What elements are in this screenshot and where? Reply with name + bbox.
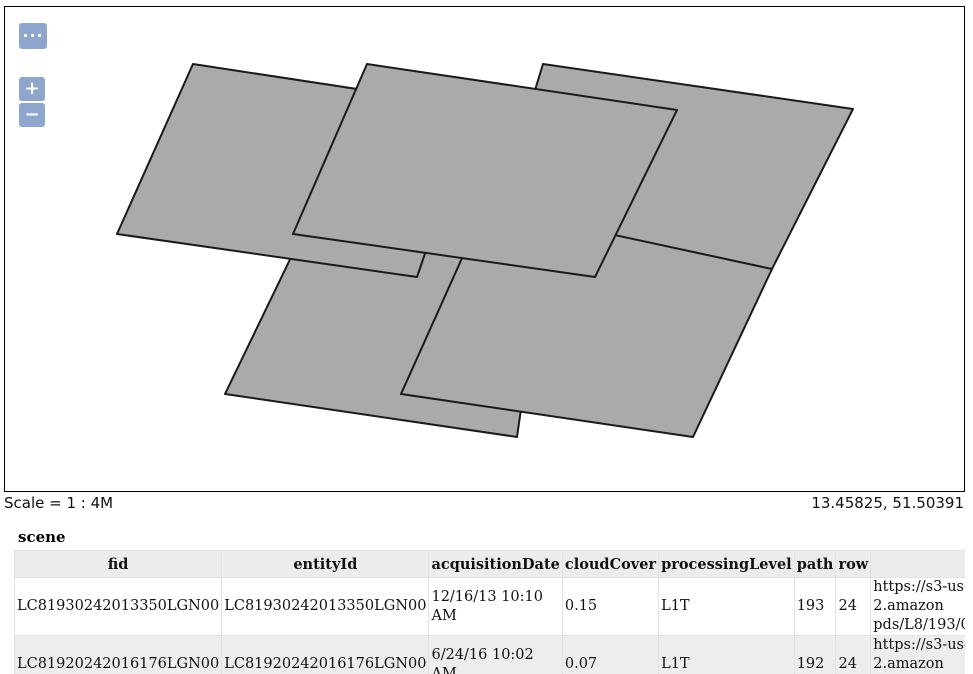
scene-footprint-bottom-right[interactable] [400, 206, 773, 438]
cell-fid: LC81920242016176LGN00 [14, 635, 223, 674]
cell-row: 24 [835, 577, 872, 636]
table-row[interactable]: LC81920242016176LGN00 LC81920242016176LG… [14, 635, 965, 674]
column-header-path[interactable]: path [793, 550, 837, 578]
zoom-out-button[interactable]: − [19, 103, 45, 127]
ellipsis-icon: ··· [22, 26, 44, 45]
attribute-table-container[interactable]: fid entityId acquisitionDate cloudCover … [14, 550, 965, 674]
cell-scenedownload[interactable]: https://s3-us-west-2.amazon pds/L8/192/0… [870, 635, 965, 674]
cell-processinglevel: L1T [658, 577, 795, 636]
cell-acquisitiondate: 12/16/13 10:10 AM [428, 577, 563, 636]
column-header-processinglevel[interactable]: processingLevel [658, 550, 795, 578]
cell-scenedownload[interactable]: https://s3-us-west-2.amazon pds/L8/193/0… [870, 577, 965, 636]
plus-icon: + [24, 78, 40, 99]
column-header-scenedownload[interactable]: sceneDo [870, 550, 965, 578]
map-canvas[interactable] [5, 7, 965, 492]
column-header-fid[interactable]: fid [14, 550, 223, 578]
cell-acquisitiondate: 6/24/16 10:02 AM [428, 635, 563, 674]
map-view[interactable]: ··· + − [4, 6, 965, 492]
column-header-entityid[interactable]: entityId [221, 550, 430, 578]
scale-readout: Scale = 1 : 4M [4, 494, 114, 512]
column-header-row[interactable]: row [835, 550, 872, 578]
cell-cloudcover: 0.07 [561, 635, 660, 674]
cell-cloudcover: 0.15 [561, 577, 660, 636]
cell-processinglevel: L1T [658, 635, 795, 674]
minus-icon: − [24, 104, 40, 125]
column-header-acquisitiondate[interactable]: acquisitionDate [428, 550, 563, 578]
map-menu-button[interactable]: ··· [19, 23, 47, 49]
table-header-row: fid entityId acquisitionDate cloudCover … [14, 550, 965, 578]
cell-entityid: LC81920242016176LGN00 [221, 635, 430, 674]
table-title: scene [18, 528, 66, 546]
column-header-cloudcover[interactable]: cloudCover [561, 550, 660, 578]
zoom-in-button[interactable]: + [19, 77, 45, 101]
table-row[interactable]: LC81930242013350LGN00 LC81930242013350LG… [14, 577, 965, 636]
cell-entityid: LC81930242013350LGN00 [221, 577, 430, 636]
cell-fid: LC81930242013350LGN00 [14, 577, 223, 636]
cell-row: 24 [835, 635, 872, 674]
attribute-table: fid entityId acquisitionDate cloudCover … [14, 550, 965, 674]
cell-path: 193 [793, 577, 837, 636]
cell-path: 192 [793, 635, 837, 674]
scene-footprint-top-center[interactable] [292, 63, 678, 278]
cursor-coordinates: 13.45825, 51.50391 [811, 494, 964, 512]
